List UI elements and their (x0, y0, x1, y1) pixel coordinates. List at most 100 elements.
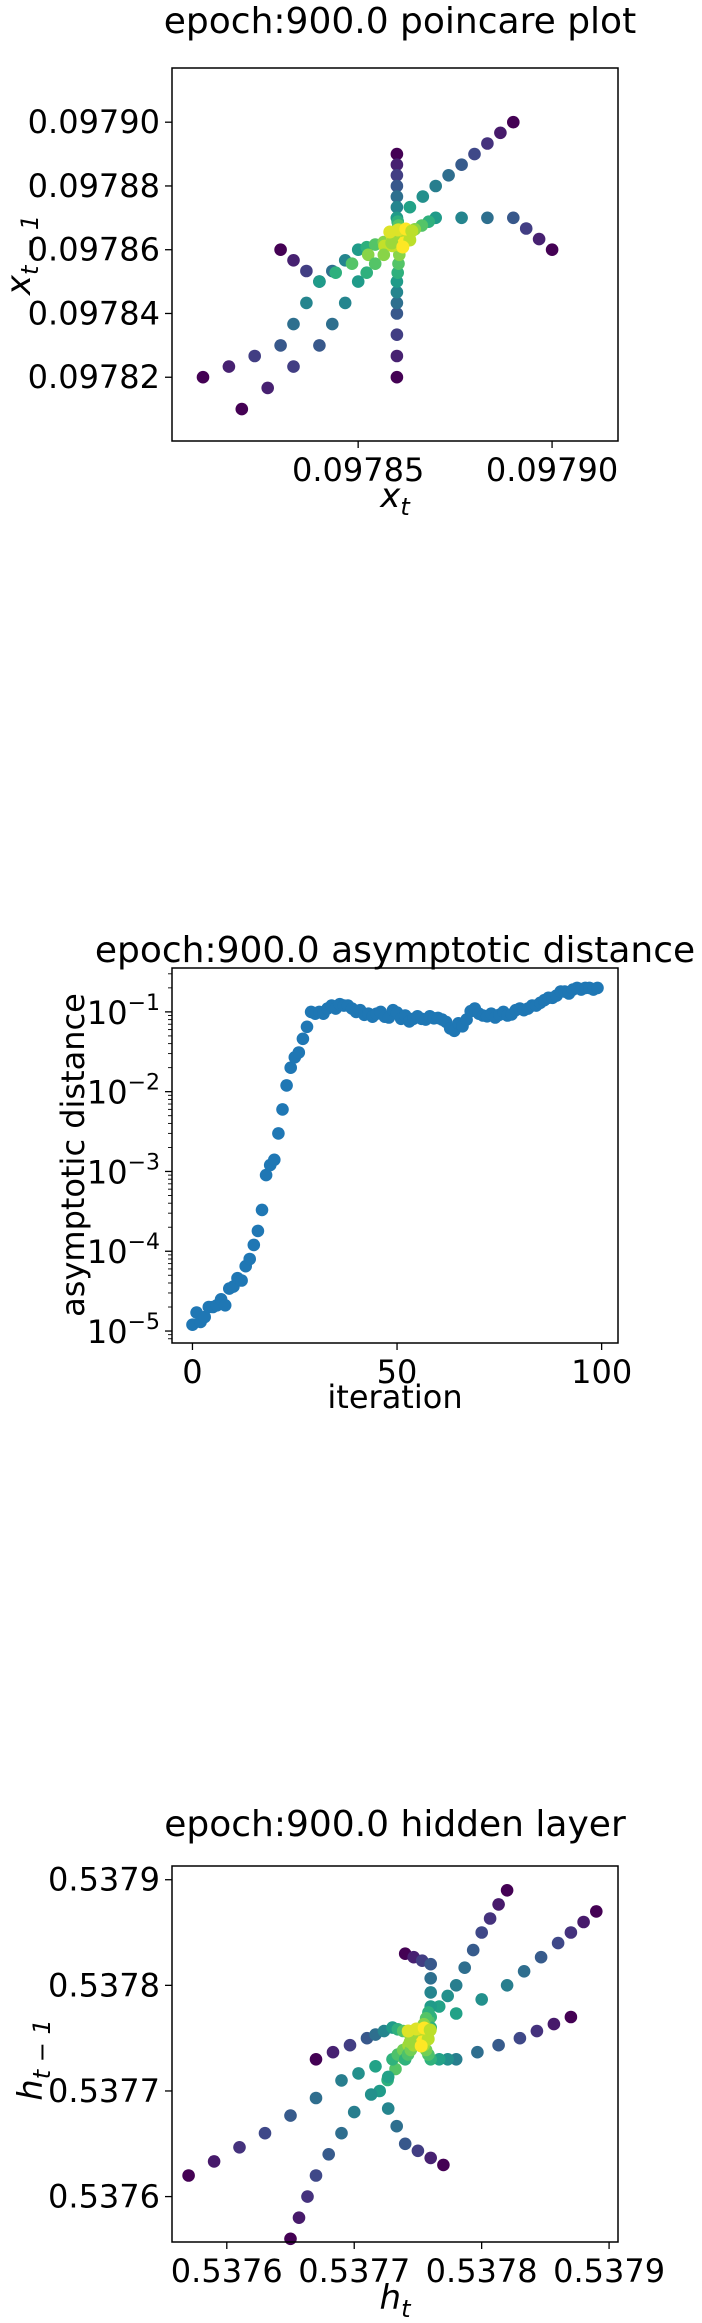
hidden-point-arm8 (335, 2126, 348, 2140)
asymptotic-point (272, 1127, 285, 1140)
hidden-point-arm8 (309, 2169, 323, 2182)
poincare-point-arm7 (360, 266, 374, 280)
hidden-y-tick-label: 0.5377 (48, 2072, 160, 2110)
svg-text:xt − 1: xt − 1 (0, 215, 44, 296)
poincare-point-arm1 (507, 115, 520, 129)
hidden-point-arm3 (492, 2038, 505, 2052)
poincare-point-arm7 (368, 257, 382, 271)
poincare-point-arm5 (248, 349, 261, 363)
hidden-layer-y-axis-label: ht − 1 (11, 2019, 56, 2101)
hidden-point-arm7 (369, 2060, 382, 2073)
hidden-point-arm4 (424, 1972, 438, 1985)
poincare-point-arm6 (390, 349, 404, 363)
poincare-point-arm4 (287, 253, 300, 267)
hidden-layer-title: epoch:900.0 hidden layer (164, 1804, 626, 1845)
poincare-point-center (405, 224, 419, 238)
poincare-point-arm7 (338, 296, 352, 310)
asymptotic-y-tick-label: 10−1 (87, 991, 160, 1032)
hidden-point-arm1 (500, 1884, 514, 1897)
hidden-y-tick-label: 0.5376 (48, 2178, 160, 2216)
hidden-point-center (401, 2024, 415, 2038)
hidden-point-arm1 (441, 1989, 455, 2003)
hidden-point-arm7 (352, 2067, 365, 2080)
hidden-point-arm7 (182, 2169, 195, 2182)
hidden-point-arm3 (471, 2045, 484, 2059)
hidden-point-arm1 (492, 1898, 505, 1911)
poincare-point-arm2 (481, 211, 494, 225)
poincare-point-center (385, 236, 399, 250)
poincare-point-arm1 (416, 190, 430, 203)
asymptotic-point (255, 1203, 269, 1217)
hidden-point-arm1 (458, 1961, 472, 1974)
poincare-x-tick-label: 0.09785 (292, 451, 424, 489)
asymptotic-point (218, 1299, 232, 1312)
poincare-point-arm2 (519, 222, 533, 235)
asymptotic-point (591, 981, 604, 995)
asymptotic-point (247, 1238, 261, 1252)
hidden-point-arm2 (475, 1993, 489, 2006)
poincare-point-arm7 (313, 339, 326, 352)
poincare-point-arm7 (261, 381, 275, 395)
hidden-point-arm8 (322, 2148, 336, 2161)
hidden-point-arm2 (500, 1979, 514, 1992)
hidden-point-center (403, 2035, 417, 2049)
poincare-point-center (396, 240, 410, 254)
poincare-plot-points (196, 115, 559, 416)
hidden-point-arm3 (530, 2024, 544, 2038)
asymptotic-distance-title: epoch:900.0 asymptotic distance (95, 930, 695, 971)
hidden-point-arm1 (475, 1926, 489, 1939)
hidden-point-arm7 (207, 2155, 221, 2168)
hidden-point-arm6 (381, 2102, 395, 2115)
poincare-plot-x-ticks: 0.09785 0.09790 (292, 441, 618, 489)
asymptotic-distance-frame (171, 967, 619, 1344)
svg-text:ht − 1: ht − 1 (11, 2019, 56, 2101)
hidden-point-arm6 (390, 2119, 404, 2133)
hidden-point-arm1 (449, 1979, 463, 1992)
hidden-point-arm7 (284, 2109, 297, 2122)
hidden-point-arm6 (424, 2151, 438, 2165)
poincare-y-tick-label: 0.09786 (28, 231, 160, 269)
hidden-point-arm7 (309, 2091, 323, 2105)
asymptotic-point (268, 1153, 281, 1167)
poincare-point-arm5 (196, 370, 210, 384)
poincare-y-tick-label: 0.09790 (28, 103, 160, 141)
hidden-point-arm5 (326, 2045, 340, 2059)
hidden-y-tick-label: 0.5379 (48, 1861, 160, 1899)
hidden-point-arm4 (424, 1957, 438, 1971)
hidden-point-arm2 (517, 1965, 531, 1978)
poincare-point-arm6 (390, 370, 404, 384)
poincare-point-arm2 (545, 243, 559, 256)
poincare-point-arm1 (494, 126, 507, 140)
hidden-point-arm2 (564, 1926, 578, 1939)
hidden-point-arm6 (389, 2062, 402, 2076)
poincare-point-arm5 (300, 296, 313, 310)
hidden-point-arm6 (411, 2144, 425, 2158)
poincare-point-arm5 (287, 317, 300, 331)
poincare-point-arm6 (390, 285, 404, 299)
asymptotic-point (235, 1274, 248, 1287)
hidden-point-center (423, 2023, 437, 2037)
poincare-point-arm5 (274, 339, 287, 352)
hidden-point-arm7 (258, 2126, 272, 2140)
asymptotic-point (300, 1020, 314, 1034)
hidden-point-center (414, 2039, 428, 2053)
asymptotic-point (292, 1046, 306, 1059)
poincare-plot-panel: epoch:900.0 poincare plot 0.09785 0.09790… (0, 1, 636, 521)
poincare-point-arm2 (455, 211, 468, 225)
poincare-point-arm7 (287, 360, 300, 373)
poincare-plot-y-ticks: 0.09782 0.09784 0.09786 0.09788 0.09790 (28, 103, 172, 396)
poincare-point-arm5 (313, 275, 326, 288)
asymptotic-point (259, 1168, 273, 1182)
poincare-point-arm2 (507, 211, 520, 225)
poincare-plot-frame (171, 67, 619, 442)
hidden-point-arm2 (449, 2007, 463, 2020)
hidden-point-arm8 (301, 2190, 314, 2203)
asymptotic-distance-y-axis-label: asymptotic distance (54, 993, 92, 1317)
hidden-point-arm8 (364, 2088, 378, 2101)
hidden-point-arm8 (292, 2211, 306, 2224)
asymptotic-y-tick-label: 10−4 (87, 1230, 160, 1271)
asymptotic-point (251, 1224, 265, 1238)
hidden-point-arm4 (424, 1986, 438, 1999)
poincare-point-arm7 (326, 317, 339, 331)
